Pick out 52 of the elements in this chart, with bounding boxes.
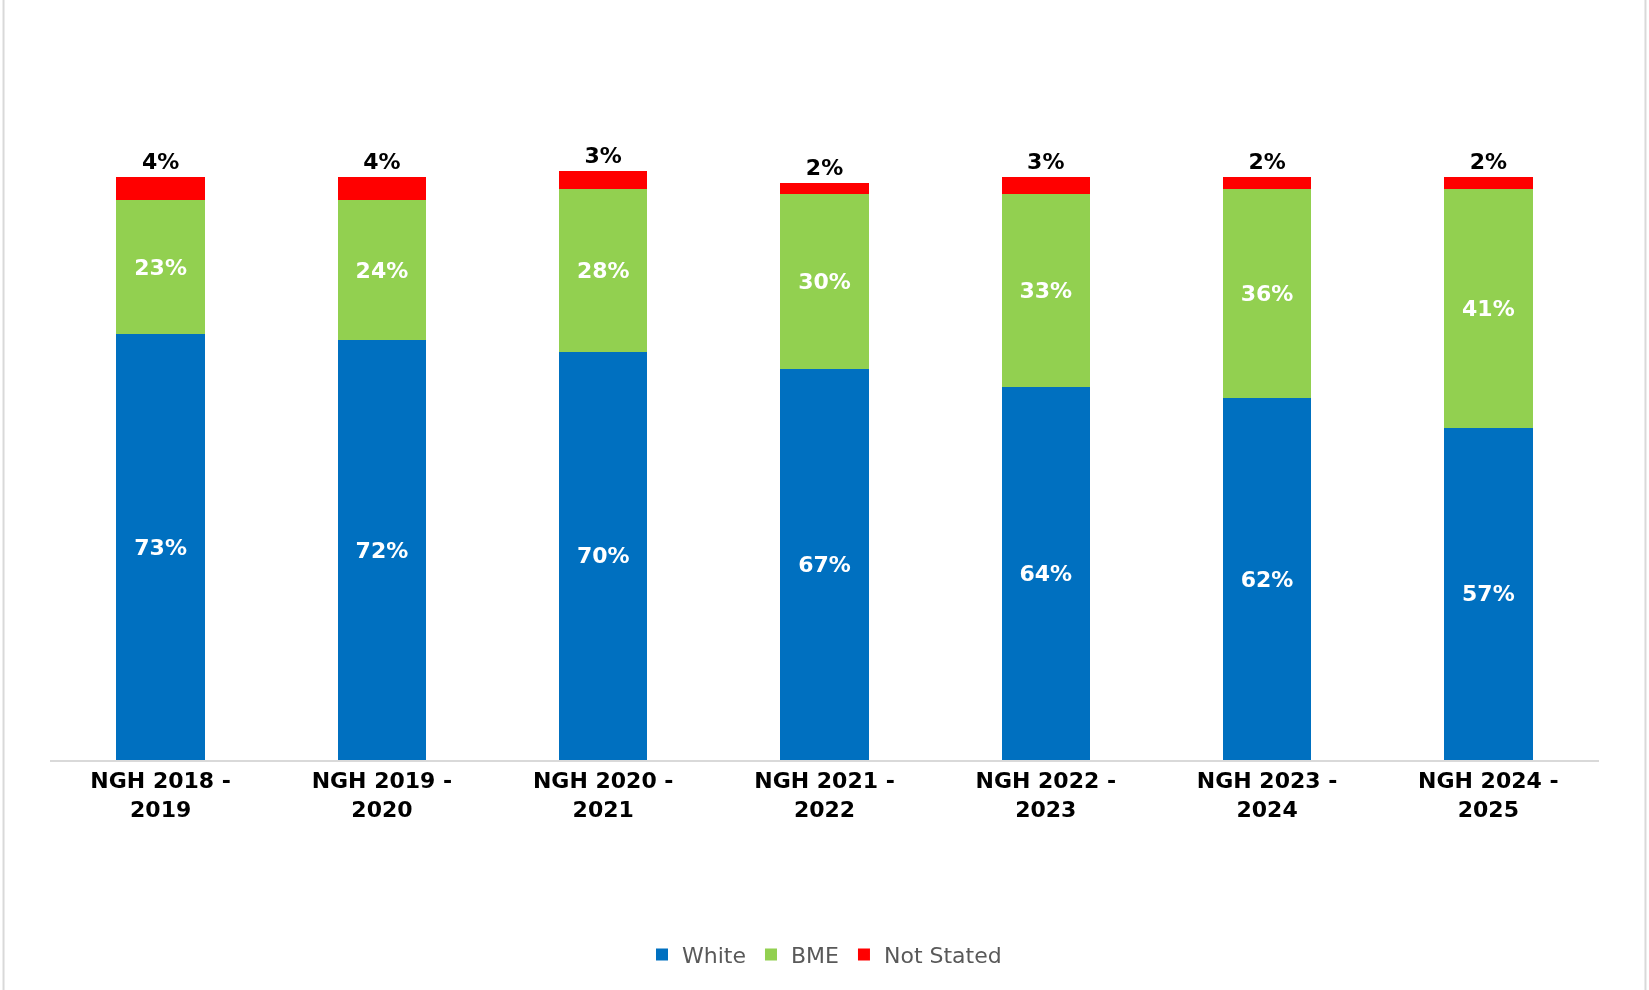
data-label: 72% [355, 537, 409, 563]
legend-label: BME [790, 942, 839, 968]
bar [1001, 194, 1091, 387]
data-label: 67% [798, 552, 851, 578]
data-label: 57% [1462, 581, 1515, 607]
data-label: 62% [1240, 566, 1294, 592]
data-label: 4% [141, 148, 180, 174]
bar [780, 194, 869, 370]
x-tick-label: NGH 2019 - 2020 [311, 768, 453, 822]
data-label: 4% [363, 148, 401, 174]
data-label: 70% [576, 543, 630, 569]
bar [558, 171, 648, 189]
bar [558, 188, 648, 352]
data-label: 33% [1019, 278, 1073, 304]
bar [116, 176, 205, 201]
bar [558, 351, 648, 760]
x-tick-label: NGH 2023 - 2024 [1196, 768, 1338, 822]
data-label: 36% [1240, 280, 1294, 306]
bar [337, 340, 427, 760]
bar [780, 369, 869, 760]
bar [1444, 188, 1533, 428]
bar [337, 200, 427, 341]
data-label: 24% [355, 257, 409, 283]
bar [1444, 176, 1533, 189]
bar [780, 182, 869, 195]
legend-label: Not Stated [883, 942, 1002, 968]
bar [1444, 427, 1533, 760]
data-label: 23% [134, 254, 187, 280]
bar [1001, 386, 1091, 760]
x-tick-label: NGH 2024 - 2025 [1418, 768, 1559, 822]
bar [116, 200, 205, 335]
bar [1001, 176, 1091, 195]
bar [1222, 188, 1312, 399]
bar [116, 334, 205, 760]
x-tick-label: NGH 2020 - 2021 [532, 768, 674, 822]
data-label: 3% [584, 143, 622, 168]
bar [1222, 398, 1312, 760]
data-label: 41% [1462, 295, 1515, 321]
data-label: 2% [805, 154, 844, 180]
data-label: 3% [1027, 148, 1065, 174]
data-label: 64% [1019, 560, 1073, 586]
bar [337, 176, 427, 201]
x-tick-label: NGH 2022 - 2023 [975, 768, 1117, 822]
x-tick-label: NGH 2018 - 2019 [90, 768, 231, 822]
bar [1222, 176, 1312, 189]
data-label: 28% [576, 257, 630, 283]
data-label: 2% [1469, 148, 1508, 174]
data-label: 73% [134, 534, 187, 560]
legend-label: White [682, 942, 746, 968]
data-label: 2% [1248, 148, 1286, 174]
data-label: 30% [798, 269, 851, 295]
x-tick-label: NGH 2021 - 2022 [754, 768, 895, 822]
